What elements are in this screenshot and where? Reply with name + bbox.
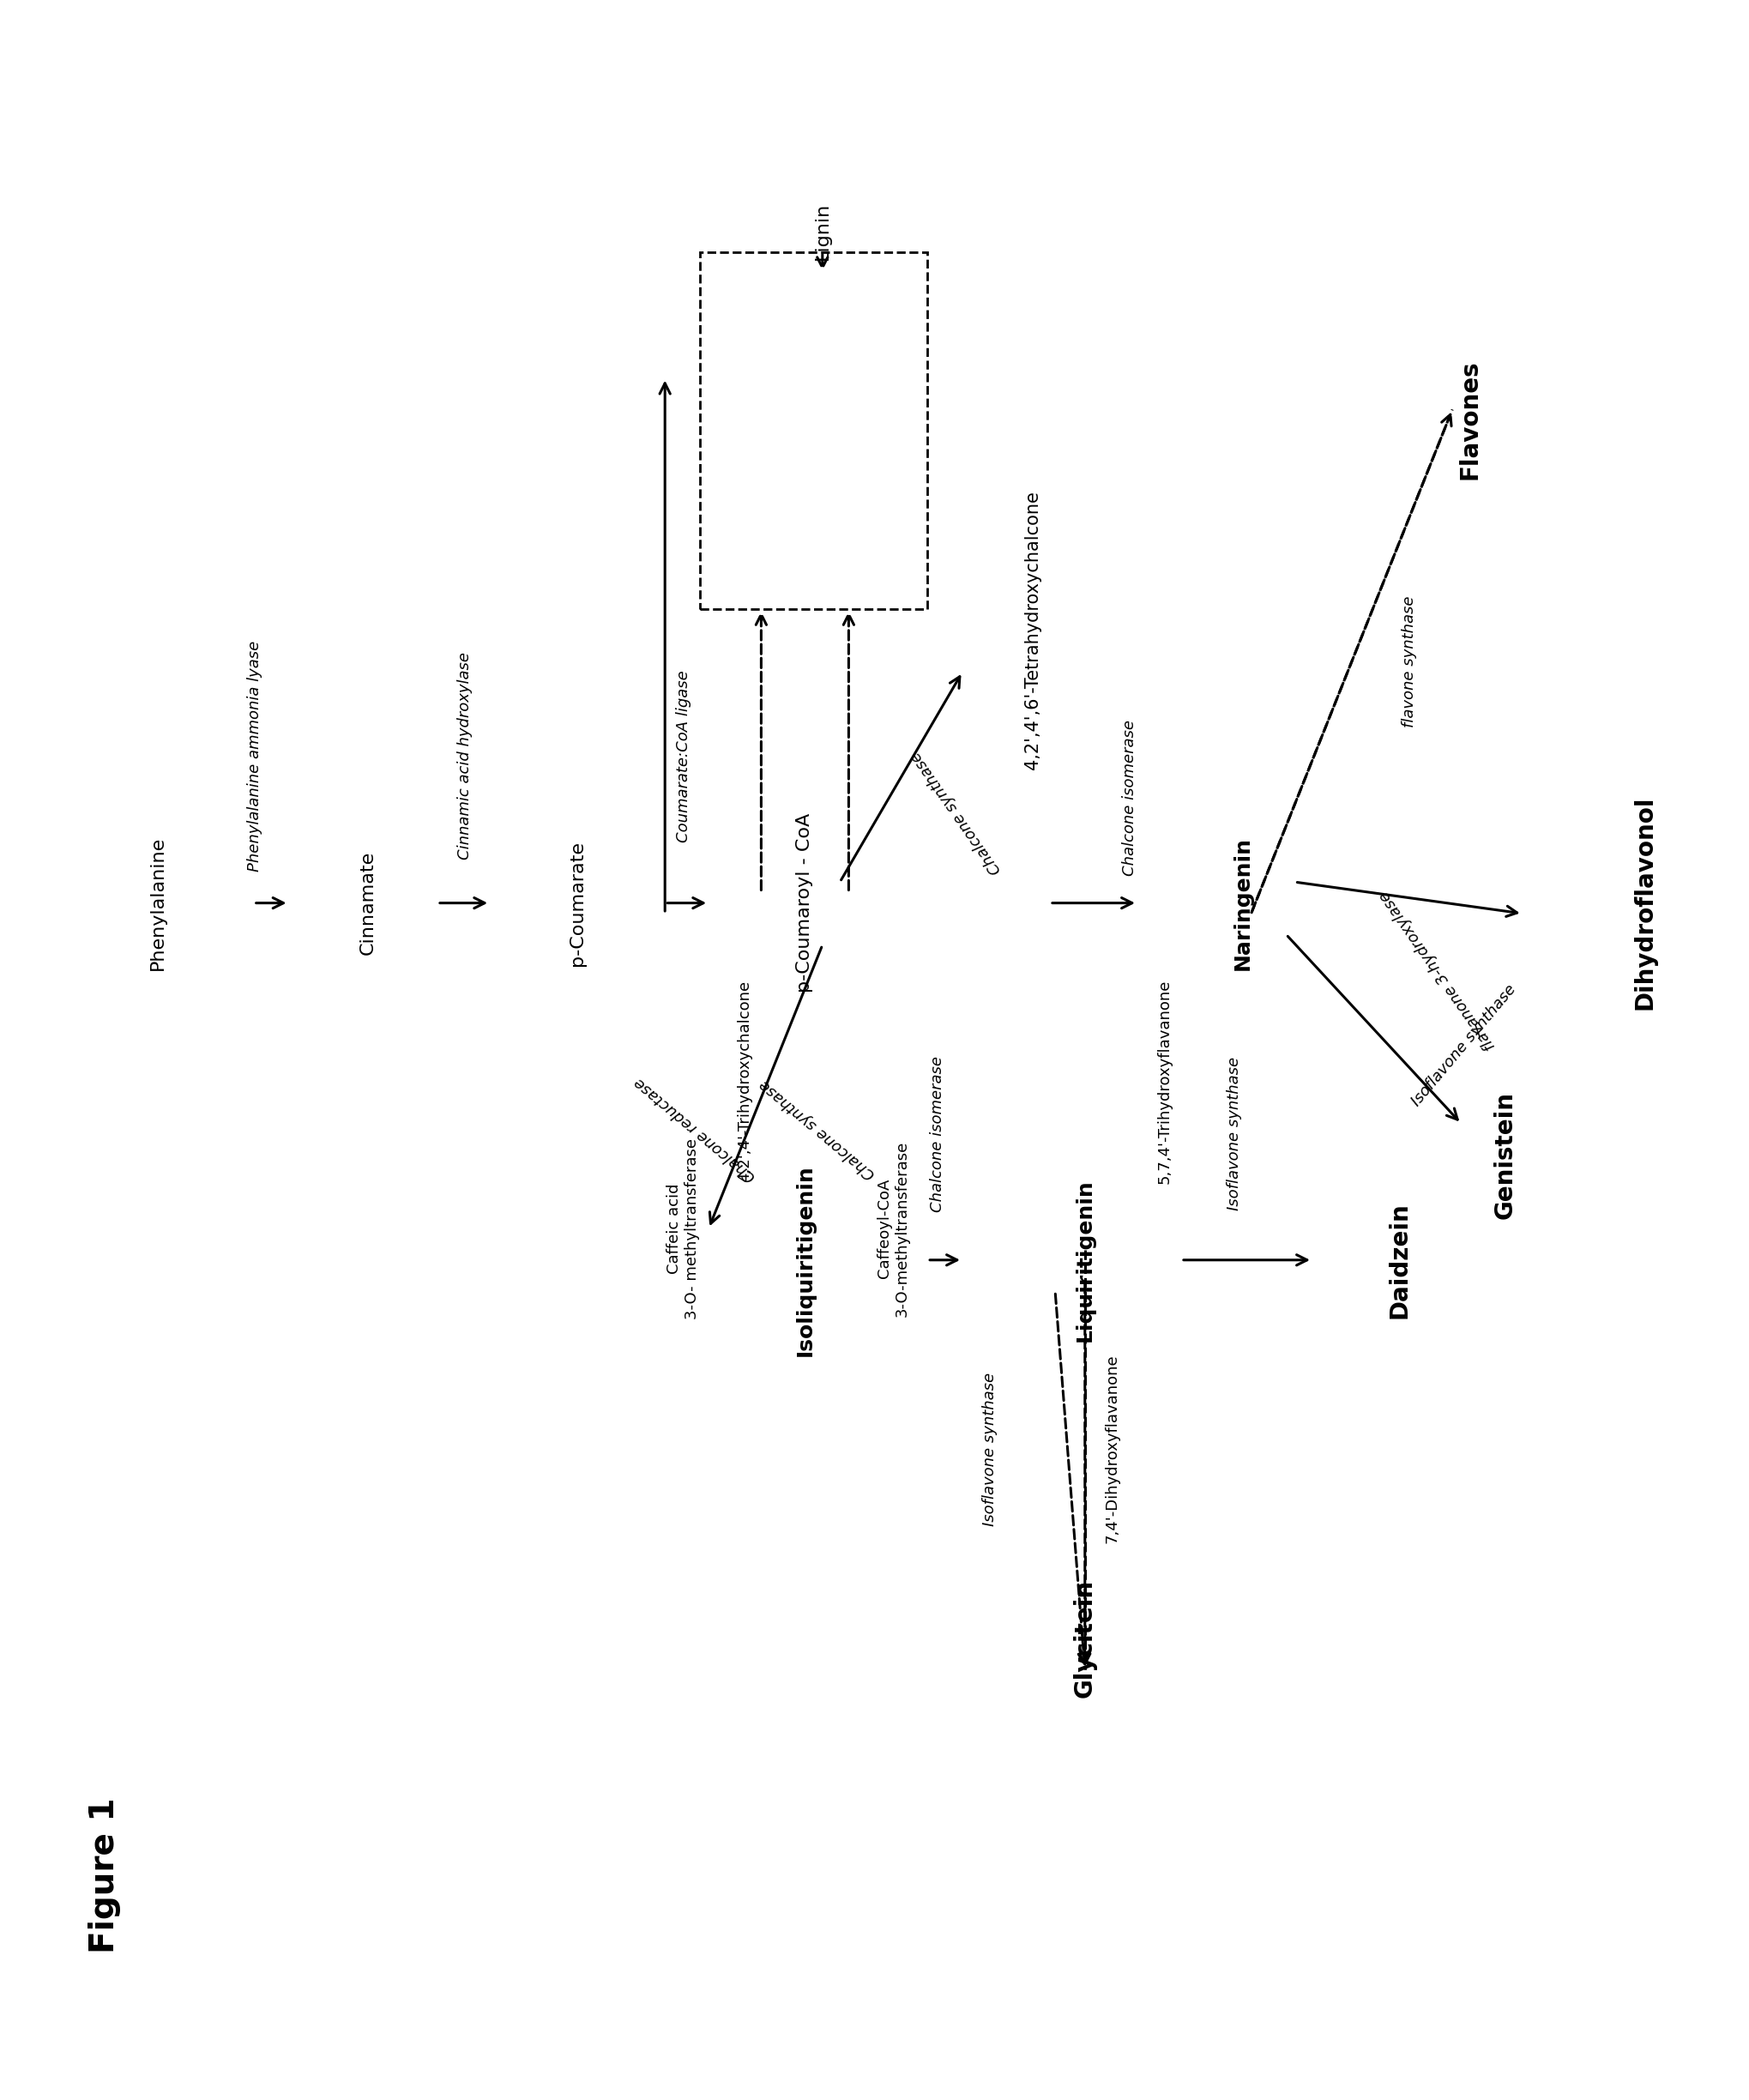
- Text: Flavones: Flavones: [1457, 359, 1481, 481]
- Text: Caffeic acid
3-O- methyltransferase: Caffeic acid 3-O- methyltransferase: [666, 1138, 700, 1319]
- Text: Dihydroflavonol: Dihydroflavonol: [1632, 796, 1656, 1010]
- Text: Liquiritigenin: Liquiritigenin: [1074, 1178, 1095, 1342]
- Text: Cinnamate: Cinnamate: [359, 850, 376, 956]
- Text: Glycitein: Glycitein: [1072, 1579, 1097, 1697]
- Bar: [700, 252, 927, 609]
- Text: Isoflavone synthase: Isoflavone synthase: [1408, 981, 1518, 1109]
- Text: Genistein: Genistein: [1492, 1092, 1516, 1218]
- Text: Figure 1: Figure 1: [89, 1798, 121, 1953]
- Text: Phenylalanine: Phenylalanine: [149, 836, 166, 970]
- Text: Chalcone isomerase: Chalcone isomerase: [929, 1056, 944, 1212]
- Text: Chalcone synthase: Chalcone synthase: [756, 1077, 878, 1182]
- Text: Chalcone synthase: Chalcone synthase: [908, 748, 1004, 878]
- Text: Chalcone reductase: Chalcone reductase: [631, 1075, 759, 1184]
- Text: Phenylalanine ammonia lyase: Phenylalanine ammonia lyase: [247, 640, 262, 871]
- Text: Isoliquiritigenin: Isoliquiritigenin: [794, 1163, 815, 1357]
- Text: Isoflavone synthase: Isoflavone synthase: [981, 1371, 997, 1527]
- Text: p-Coumarate: p-Coumarate: [568, 840, 586, 966]
- Text: 7,4'-Dihydroxyflavanone: 7,4'-Dihydroxyflavanone: [1104, 1354, 1119, 1544]
- Text: Naringenin: Naringenin: [1231, 836, 1252, 970]
- Text: 4,2',4',6'-Tetrahydroxychalcone: 4,2',4',6'-Tetrahydroxychalcone: [1023, 491, 1041, 769]
- Text: 5,7,4'-Trihydroxyflavanone: 5,7,4'-Trihydroxyflavanone: [1156, 979, 1172, 1184]
- Text: Daidzein: Daidzein: [1387, 1201, 1411, 1319]
- Text: flavone synthase: flavone synthase: [1401, 596, 1417, 727]
- Text: Coumarate:CoA ligase: Coumarate:CoA ligase: [675, 670, 691, 842]
- Text: Chalcone isomerase: Chalcone isomerase: [1121, 720, 1137, 876]
- Text: Isoflavone synthase: Isoflavone synthase: [1226, 1056, 1242, 1212]
- Text: flavanone 3-hydroxylase: flavanone 3-hydroxylase: [1376, 888, 1497, 1052]
- Text: Lignin: Lignin: [813, 202, 831, 260]
- Text: Caffeoyl-CoA
3-O-methyltransferase: Caffeoyl-CoA 3-O-methyltransferase: [876, 1140, 909, 1317]
- Text: p-Coumaroyl - CoA: p-Coumaroyl - CoA: [796, 813, 813, 993]
- Text: 4,2',4'-Trihydroxychalcone: 4,2',4'-Trihydroxychalcone: [736, 981, 752, 1182]
- Text: Cinnamic acid hydroxylase: Cinnamic acid hydroxylase: [456, 653, 472, 859]
